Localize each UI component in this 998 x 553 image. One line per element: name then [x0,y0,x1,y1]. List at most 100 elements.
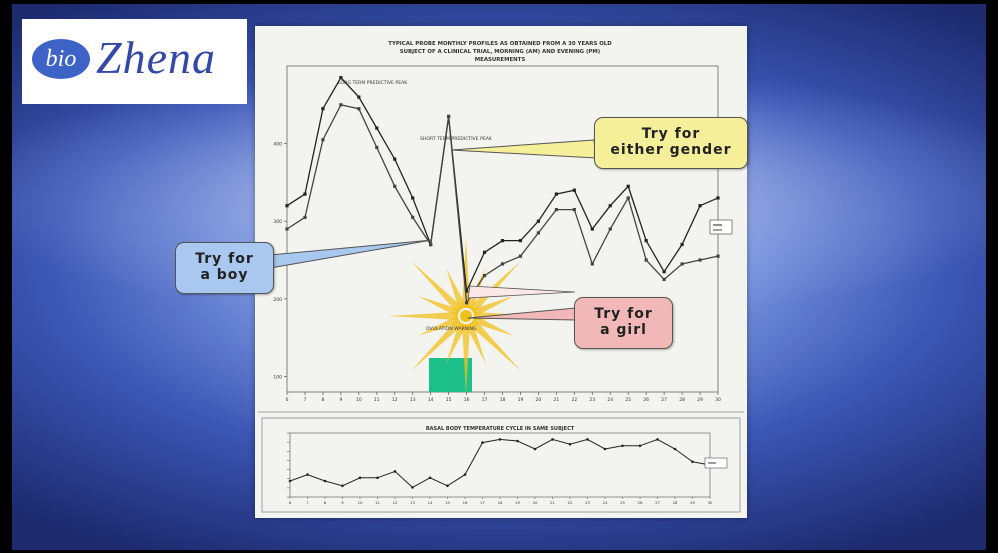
main-x-tick-label: 15 [446,397,452,403]
callout-either-line1: Try for [641,126,701,142]
logo-bio-badge: bio [32,39,90,79]
bbt-x-tick-label: 13 [410,500,415,505]
main-x-tick-label: 21 [554,397,560,403]
starburst-ray [446,267,467,311]
main-series-2-point [536,231,541,235]
callout-boy-pointer [269,239,433,269]
bbt-x-tick-label: 21 [550,500,555,505]
main-x-tick-label: 27 [661,397,667,403]
main-series-2-point [303,215,307,219]
bbt-x-tick-label: 7 [306,500,309,505]
bbt-x-tick-label: 12 [393,500,398,505]
callout-boy-line1: Try for [195,251,254,267]
bbt-x-tick-label: 22 [568,500,573,505]
main-series-2-point [357,107,361,111]
bbt-series-point [463,473,467,476]
main-x-tick-label: 6 [286,397,289,403]
main-series-2-point [608,227,612,231]
main-series-1-point [393,157,397,161]
main-series-2-point [572,207,576,212]
starburst-ray [471,296,515,317]
main-series-2-point [339,103,343,107]
main-series-1-point [608,204,612,208]
bbt-x-tick-label: 9 [341,500,344,505]
main-series-2-point [590,262,594,266]
main-series-1-point [590,227,594,231]
main-x-tick-label: 7 [304,397,307,403]
bbt-x-tick-label: 11 [375,500,380,505]
main-series-2-point [554,207,558,212]
main-series-1-point [321,107,325,111]
bbt-series-point [568,442,572,446]
main-x-tick-label: 8 [321,397,324,403]
main-x-tick-label: 12 [392,397,398,403]
bbt-x-tick-label: 8 [324,500,327,505]
main-series-2-point [429,242,433,247]
bbt-series-point [691,460,694,464]
bbt-x-tick-label: 27 [655,500,660,505]
bbt-series-point [341,484,344,488]
main-x-tick-label: 14 [428,397,434,403]
starburst-ray [417,296,461,317]
main-x-tick-label: 24 [607,397,613,403]
main-series-2-point [716,254,720,258]
main-series-1-point [482,250,487,254]
bbt-x-tick-label: 6 [289,500,292,505]
main-x-tick-label: 30 [715,397,721,403]
callout-either-line2: either gender [610,142,732,158]
bbt-series-point [621,444,624,448]
main-series-1-point [626,184,630,188]
main-x-tick-label: 16 [464,397,470,403]
main-chart-title-line2: SUBJECT OF A CLINICAL TRIAL, MORNING (AM… [400,49,600,55]
callout-girl-line2: a girl [600,322,647,338]
bbt-series-point [551,438,554,441]
main-series-1-point [644,239,648,243]
main-x-tick-label: 9 [339,397,342,403]
annotation-ovulation-warning: OVULATION WARNING [426,326,477,332]
main-legend-box [709,219,733,235]
main-series-2-point [626,196,630,200]
callout-girl-pointer-2 [467,285,576,299]
main-series-1-point [411,196,415,200]
bbt-series-point [638,444,642,448]
main-series-2-point [411,215,415,219]
main-y-tick-label: 200 [273,297,282,303]
starburst-center [460,310,472,322]
main-series-2-point [482,273,487,278]
bbt-x-tick-label: 19 [515,500,520,505]
main-series-1-point [680,242,684,247]
main-x-tick-label: 18 [500,397,506,403]
main-x-tick-label: 10 [356,397,362,403]
main-series-2-point [680,262,684,266]
bbt-x-tick-label: 30 [708,500,713,505]
main-series-1-point [500,239,505,243]
main-x-tick-label: 11 [374,397,380,403]
bbt-panel-frame [261,417,741,513]
main-x-tick-label: 19 [518,397,524,403]
logo-wordmark: Zhena [96,32,216,83]
main-series-2-point [321,138,325,142]
starburst-ray [462,324,470,394]
main-series-2-point [375,145,379,150]
bbt-x-tick-label: 26 [638,500,643,505]
bbt-series-point [656,438,659,441]
bbt-series-line [289,438,711,489]
bbt-series-point [393,470,397,473]
main-series-2-point [644,258,648,262]
main-series-2-point [662,277,666,282]
bbt-series-point [516,439,519,443]
bbt-series-point [288,479,292,483]
starburst-ray [388,312,458,320]
main-series-2-point [393,184,397,188]
bbt-x-tick-label: 24 [603,500,608,505]
bbt-series-point [481,441,484,444]
callout-either-pointer [450,139,597,159]
ovulation-starburst [388,238,544,394]
bbt-series-point [306,473,309,476]
main-series-1-point [357,95,361,99]
main-series-1-point [698,204,702,208]
bbt-x-tick-label: 17 [480,500,485,505]
main-series-2-point [464,301,469,305]
bbt-series-point [498,438,502,441]
